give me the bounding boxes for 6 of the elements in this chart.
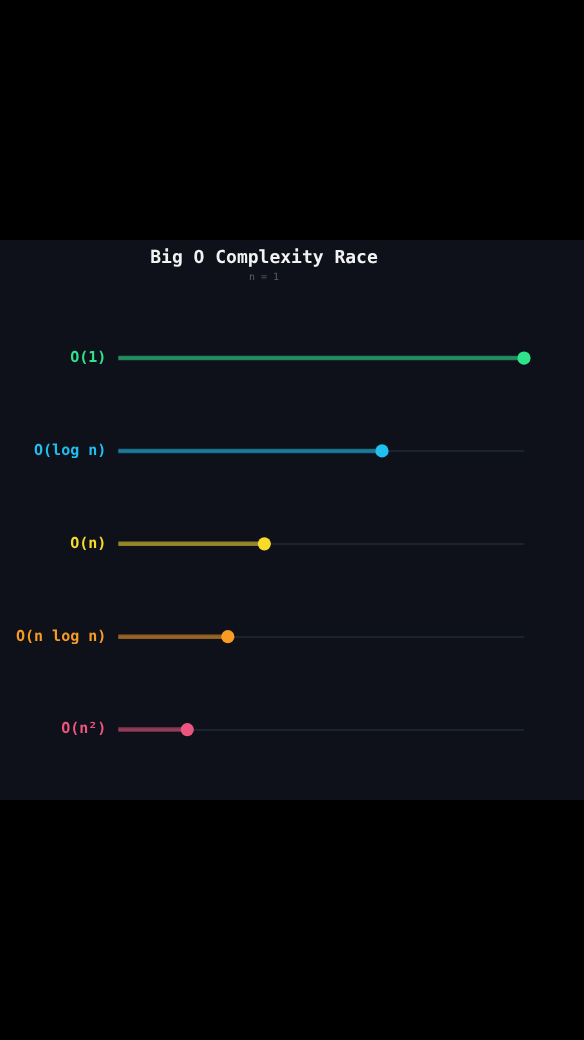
point	[517, 351, 531, 365]
point	[375, 444, 389, 458]
point	[221, 630, 235, 644]
chart-title: Big O Complexity Race	[150, 247, 379, 270]
point	[180, 722, 194, 737]
point	[257, 537, 271, 551]
